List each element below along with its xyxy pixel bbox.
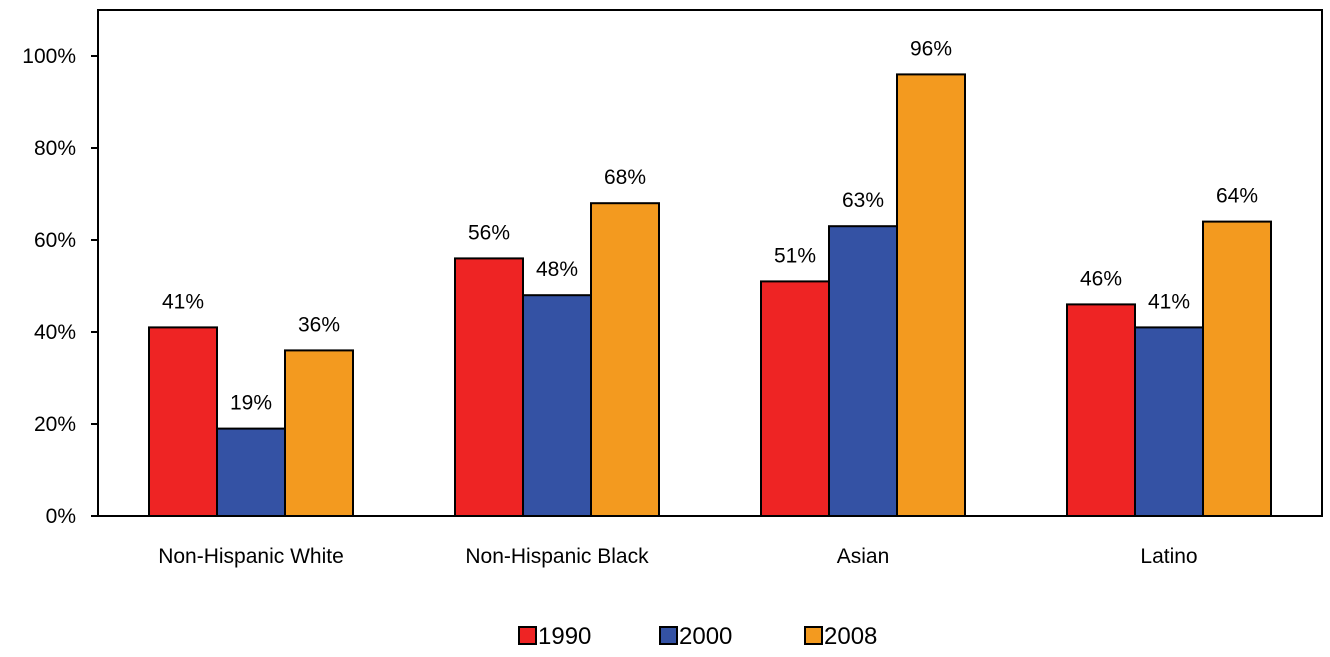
bars bbox=[148, 73, 1272, 518]
data-label-1990-1: 56% bbox=[468, 221, 510, 244]
bar-2000-0 bbox=[216, 427, 286, 518]
legend-swatch-1990 bbox=[518, 626, 537, 645]
y-tick-label: 0% bbox=[46, 505, 76, 528]
legend-label-2000: 2000 bbox=[679, 623, 732, 650]
bar-2008-2 bbox=[896, 73, 966, 518]
y-tick-label: 80% bbox=[34, 137, 76, 160]
bar-1990-2 bbox=[760, 280, 830, 517]
x-category-label: Non-Hispanic White bbox=[158, 545, 344, 568]
legend: 1990 2000 2008 bbox=[518, 623, 877, 650]
bar-2000-1 bbox=[522, 294, 592, 518]
bar-2008-1 bbox=[590, 202, 660, 517]
plot-area-frame bbox=[97, 9, 1323, 517]
x-category-label: Non-Hispanic Black bbox=[465, 545, 649, 568]
data-label-2000-0: 19% bbox=[230, 392, 272, 415]
y-tick-label: 100% bbox=[22, 45, 76, 68]
data-label-2008-2: 96% bbox=[910, 37, 952, 60]
data-label-2008-3: 64% bbox=[1216, 185, 1258, 208]
bar-1990-0 bbox=[148, 326, 218, 517]
x-category-label: Latino bbox=[1140, 545, 1197, 568]
bar-2000-3 bbox=[1134, 326, 1204, 517]
bar-2008-0 bbox=[284, 349, 354, 517]
bar-2000-2 bbox=[828, 225, 898, 517]
y-axis: 0% 20% 40% 60% 80% 100% bbox=[22, 45, 98, 528]
y-tick-label: 20% bbox=[34, 413, 76, 436]
x-category-label: Asian bbox=[837, 545, 890, 568]
data-label-1990-3: 46% bbox=[1080, 267, 1122, 290]
y-tick-label: 40% bbox=[34, 321, 76, 344]
data-label-2000-2: 63% bbox=[842, 189, 884, 212]
data-label-2008-0: 36% bbox=[298, 313, 340, 336]
data-label-2000-3: 41% bbox=[1148, 290, 1190, 313]
data-labels: 41% 19% 36% 56% 48% 68% 51% 63% 96% 46% 41% 64% bbox=[162, 37, 1258, 414]
data-label-2000-1: 48% bbox=[536, 258, 578, 281]
x-axis: Non-Hispanic White Non-Hispanic Black Asia… bbox=[158, 545, 1197, 568]
legend-label-2008: 2008 bbox=[824, 623, 877, 650]
bar-1990-1 bbox=[454, 257, 524, 517]
legend-swatch-2008 bbox=[804, 626, 823, 645]
data-label-2008-1: 68% bbox=[604, 166, 646, 189]
legend-label-1990: 1990 bbox=[538, 623, 591, 650]
bar-2008-3 bbox=[1202, 220, 1272, 517]
data-label-1990-0: 41% bbox=[162, 290, 204, 313]
bar-1990-3 bbox=[1066, 303, 1136, 517]
y-tick-label: 60% bbox=[34, 229, 76, 252]
legend-swatch-2000 bbox=[659, 626, 678, 645]
data-label-1990-2: 51% bbox=[774, 244, 816, 267]
